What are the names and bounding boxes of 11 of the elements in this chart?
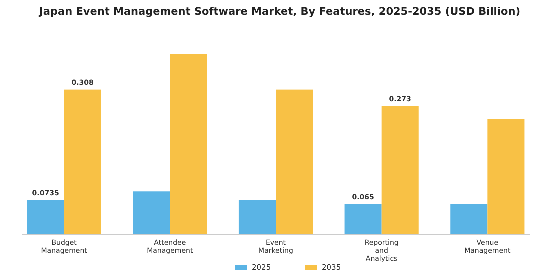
bar: [64, 90, 102, 235]
bar: [238, 200, 276, 235]
bar: [27, 200, 64, 235]
bar: [450, 204, 488, 235]
bar: [344, 204, 382, 235]
bar: [382, 106, 419, 235]
bar: [488, 119, 525, 235]
bar: [276, 90, 314, 235]
chart-title: Japan Event Management Software Market, By Features, 2025-2035 (USD Billion): [38, 6, 521, 18]
bar: [133, 192, 170, 235]
bar: [170, 54, 208, 235]
